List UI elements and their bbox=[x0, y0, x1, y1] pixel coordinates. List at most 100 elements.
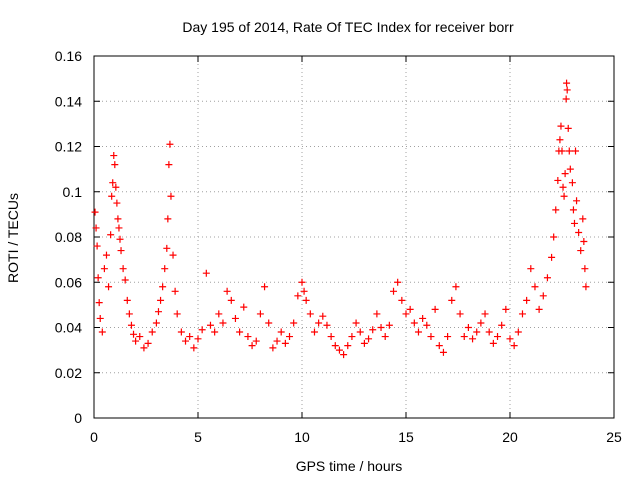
data-point bbox=[335, 346, 343, 354]
data-point bbox=[481, 310, 489, 318]
data-point bbox=[231, 314, 239, 322]
data-point bbox=[369, 326, 377, 334]
data-point bbox=[112, 183, 120, 191]
data-point bbox=[125, 310, 133, 318]
data-point bbox=[577, 247, 585, 255]
data-point bbox=[560, 192, 568, 200]
data-point bbox=[548, 253, 556, 261]
data-point bbox=[580, 238, 588, 246]
data-point bbox=[223, 287, 231, 295]
data-point bbox=[423, 321, 431, 329]
data-point bbox=[439, 348, 447, 356]
data-point bbox=[518, 310, 526, 318]
data-point bbox=[93, 242, 101, 250]
data-point bbox=[115, 224, 123, 232]
data-point bbox=[539, 292, 547, 300]
data-point bbox=[269, 344, 277, 352]
data-point bbox=[523, 296, 531, 304]
data-point bbox=[198, 326, 206, 334]
data-point bbox=[248, 342, 256, 350]
data-point bbox=[92, 224, 100, 232]
data-point bbox=[117, 247, 125, 255]
data-point bbox=[331, 342, 339, 350]
data-point bbox=[310, 328, 318, 336]
data-point bbox=[360, 339, 368, 347]
data-point bbox=[121, 276, 129, 284]
data-point bbox=[558, 147, 566, 155]
x-tick-label: 20 bbox=[502, 429, 518, 445]
data-point bbox=[252, 337, 260, 345]
x-axis-label: GPS time / hours bbox=[296, 458, 403, 474]
data-point bbox=[582, 283, 590, 291]
data-point bbox=[550, 233, 558, 241]
data-point bbox=[277, 328, 285, 336]
data-point bbox=[506, 335, 514, 343]
data-point bbox=[110, 152, 118, 160]
data-point bbox=[157, 296, 165, 304]
data-point bbox=[510, 342, 518, 350]
data-point bbox=[554, 176, 562, 184]
data-point bbox=[111, 161, 119, 169]
data-point bbox=[127, 321, 135, 329]
tick-labels: 0 5 10 15 20 25 0 0.02 0.04 0.06 0.08 0.1 0.12 0.14 0.… bbox=[55, 48, 622, 445]
data-point bbox=[119, 265, 127, 273]
chart-title: Day 195 of 2014, Rate Of TEC Index for r… bbox=[182, 19, 514, 35]
data-point bbox=[581, 265, 589, 273]
data-point bbox=[435, 342, 443, 350]
data-point bbox=[489, 339, 497, 347]
data-point bbox=[579, 215, 587, 223]
data-point bbox=[140, 344, 148, 352]
data-point bbox=[163, 244, 171, 252]
data-point bbox=[94, 274, 102, 282]
data-point bbox=[514, 328, 522, 336]
data-point bbox=[477, 319, 485, 327]
data-point bbox=[107, 231, 115, 239]
data-point bbox=[136, 333, 144, 341]
data-point bbox=[186, 333, 194, 341]
data-point bbox=[406, 305, 414, 313]
data-point bbox=[298, 278, 306, 286]
data-point bbox=[113, 199, 121, 207]
data-point bbox=[570, 219, 578, 227]
data-point bbox=[130, 330, 138, 338]
data-point bbox=[290, 319, 298, 327]
data-point bbox=[464, 324, 472, 331]
data-point bbox=[161, 265, 169, 273]
data-point bbox=[352, 319, 360, 327]
data-point bbox=[227, 296, 235, 304]
data-point bbox=[159, 283, 167, 291]
data-point bbox=[563, 79, 571, 87]
data-point bbox=[559, 183, 567, 191]
data-point bbox=[240, 303, 248, 311]
data-point bbox=[171, 287, 179, 295]
data-point bbox=[211, 328, 219, 336]
x-tick-label: 10 bbox=[294, 429, 310, 445]
data-point bbox=[398, 296, 406, 304]
y-tick-label: 0.02 bbox=[55, 365, 82, 381]
data-point bbox=[319, 312, 327, 320]
data-point bbox=[543, 274, 551, 282]
data-point bbox=[340, 351, 348, 359]
data-point bbox=[261, 283, 269, 291]
data-point bbox=[194, 335, 202, 343]
data-point bbox=[100, 265, 108, 273]
x-tick-label: 5 bbox=[194, 429, 202, 445]
y-tick-label: 0.04 bbox=[55, 320, 82, 336]
data-point bbox=[167, 192, 175, 200]
data-point bbox=[365, 335, 373, 343]
data-point bbox=[562, 95, 570, 103]
data-point bbox=[173, 310, 181, 318]
data-point bbox=[315, 319, 323, 327]
x-tick-label: 15 bbox=[398, 429, 414, 445]
data-point bbox=[402, 310, 410, 318]
data-point bbox=[460, 333, 468, 341]
y-tick-label: 0.14 bbox=[55, 93, 82, 109]
data-point bbox=[323, 321, 331, 329]
data-point bbox=[91, 208, 99, 216]
data-point bbox=[531, 283, 539, 291]
data-point bbox=[286, 333, 294, 341]
data-point bbox=[244, 333, 252, 341]
data-point bbox=[527, 265, 535, 273]
data-point bbox=[236, 328, 244, 336]
data-point bbox=[177, 328, 185, 336]
